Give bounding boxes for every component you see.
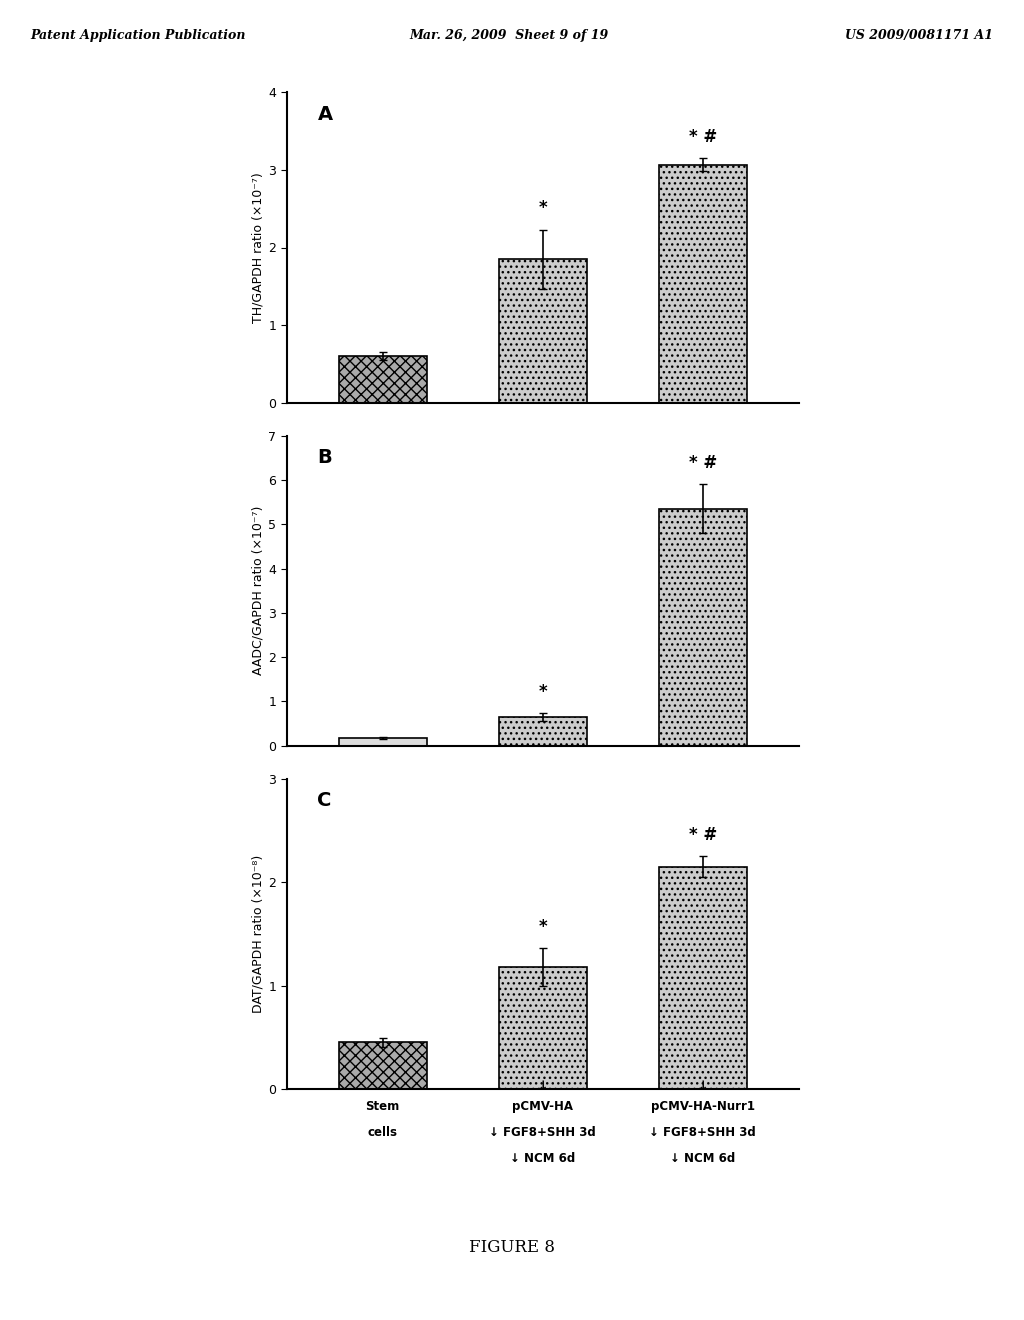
- Bar: [658, 508, 746, 746]
- Text: pCMV-HA-Nurr1: pCMV-HA-Nurr1: [650, 1100, 755, 1113]
- Y-axis label: TH/GAPDH ratio (×10⁻⁷): TH/GAPDH ratio (×10⁻⁷): [251, 172, 264, 323]
- Text: *: *: [539, 682, 547, 701]
- Bar: [339, 1043, 427, 1089]
- Text: ↓: ↓: [697, 1080, 708, 1093]
- Text: Patent Application Publication: Patent Application Publication: [31, 29, 246, 42]
- Text: ↓ NCM 6d: ↓ NCM 6d: [510, 1152, 575, 1166]
- Text: Mar. 26, 2009  Sheet 9 of 19: Mar. 26, 2009 Sheet 9 of 19: [410, 29, 609, 42]
- Bar: [499, 717, 587, 746]
- Text: * #: * #: [688, 826, 717, 843]
- Bar: [339, 356, 427, 403]
- Text: FIGURE 8: FIGURE 8: [469, 1239, 555, 1255]
- Bar: [658, 867, 746, 1089]
- Text: cells: cells: [368, 1126, 397, 1139]
- Y-axis label: AADC/GAPDH ratio (×10⁻⁷): AADC/GAPDH ratio (×10⁻⁷): [251, 506, 264, 676]
- Text: C: C: [317, 791, 332, 810]
- Bar: [339, 738, 427, 746]
- Text: US 2009/0081171 A1: US 2009/0081171 A1: [845, 29, 993, 42]
- Text: ↓ FGF8+SHH 3d: ↓ FGF8+SHH 3d: [649, 1126, 756, 1139]
- Text: A: A: [317, 104, 333, 124]
- Text: pCMV-HA: pCMV-HA: [512, 1100, 573, 1113]
- Bar: [499, 968, 587, 1089]
- Bar: [658, 165, 746, 403]
- Text: B: B: [317, 447, 332, 467]
- Text: *: *: [539, 199, 547, 218]
- Y-axis label: DAT/GAPDH ratio (×10⁻⁸): DAT/GAPDH ratio (×10⁻⁸): [251, 855, 264, 1012]
- Bar: [499, 259, 587, 403]
- Text: * #: * #: [688, 128, 717, 147]
- Text: Stem: Stem: [366, 1100, 399, 1113]
- Text: *: *: [539, 917, 547, 936]
- Text: * #: * #: [688, 454, 717, 473]
- Text: ↓: ↓: [538, 1080, 548, 1093]
- Text: ↓ NCM 6d: ↓ NCM 6d: [670, 1152, 735, 1166]
- Text: ↓ FGF8+SHH 3d: ↓ FGF8+SHH 3d: [489, 1126, 596, 1139]
